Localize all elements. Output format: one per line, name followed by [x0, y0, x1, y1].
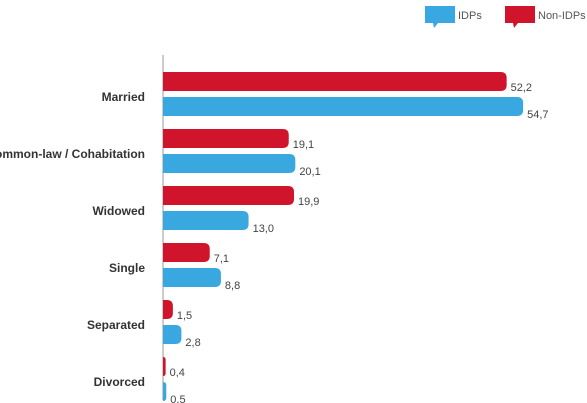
bar: [163, 268, 221, 287]
value-label: 20,1: [299, 166, 320, 178]
value-label: 0,5: [170, 394, 185, 403]
bar: [163, 72, 507, 91]
value-label: 54,7: [527, 109, 548, 121]
bar: [163, 325, 182, 344]
category-label: Single: [109, 261, 145, 275]
value-label: 0,4: [170, 367, 185, 379]
value-label: 52,2: [511, 82, 532, 94]
legend-icon: [505, 6, 535, 28]
category-label: Widowed: [92, 204, 145, 218]
legend-icon: [425, 6, 455, 28]
legend-label: IDPs: [458, 10, 482, 22]
category-label: Married: [102, 90, 145, 104]
legend-label: Non-IDPs: [538, 10, 586, 22]
bar: [163, 382, 167, 401]
category-label: Divorced: [94, 375, 145, 389]
bar: [163, 300, 173, 319]
category-label: Common-law / Cohabitation: [0, 147, 145, 161]
bar: [163, 97, 524, 116]
bar: [163, 129, 289, 148]
value-label: 19,1: [293, 139, 314, 151]
bar: [163, 154, 296, 173]
value-label: 8,8: [225, 280, 240, 292]
bar: [163, 243, 210, 262]
bar: [163, 357, 166, 376]
value-label: 2,8: [185, 337, 200, 349]
category-label: Separated: [87, 318, 145, 332]
value-label: 19,9: [298, 196, 319, 208]
value-label: 13,0: [253, 223, 274, 235]
bar: [163, 211, 249, 230]
bar: [163, 186, 295, 205]
value-label: 1,5: [177, 310, 192, 322]
value-label: 7,1: [214, 253, 229, 265]
